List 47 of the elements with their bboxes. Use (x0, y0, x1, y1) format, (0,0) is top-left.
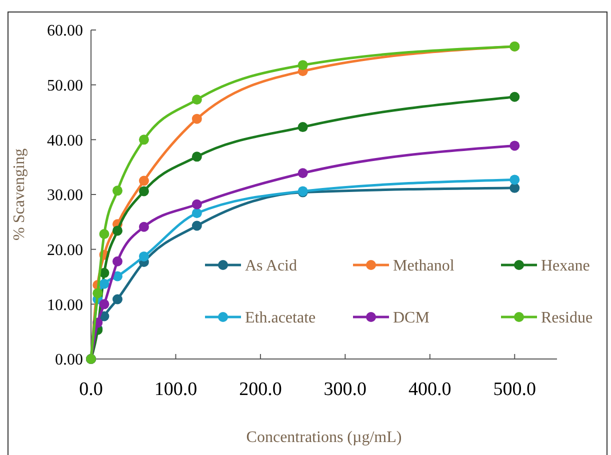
point (138, 186, 149, 196)
point (192, 114, 202, 124)
point (192, 152, 202, 162)
legend-label: Methanol (393, 258, 455, 275)
point (510, 174, 520, 185)
y-axis-title: % Scavenging (11, 148, 28, 240)
point (192, 94, 202, 105)
point (192, 208, 202, 218)
point (99, 299, 110, 310)
x-tick-label: 100.0 (154, 379, 198, 400)
y-tick-label: 50.00 (47, 77, 83, 94)
x-tick-label: 200.0 (239, 379, 282, 400)
point (138, 222, 149, 232)
x-tick-label: 500.0 (493, 379, 536, 400)
point (298, 122, 308, 132)
point (112, 226, 122, 236)
point (510, 92, 520, 102)
point (99, 228, 110, 239)
point (510, 182, 520, 193)
legend-label: Hexane (541, 258, 590, 275)
x-tick-label: 0.0 (79, 379, 103, 400)
point (112, 256, 122, 266)
point (99, 278, 110, 289)
y-tick-label: 60.00 (47, 22, 83, 40)
y-tick-label: 30.00 (47, 187, 83, 204)
legend-label: As Acid (245, 258, 297, 275)
y-tick-label: 40.00 (47, 132, 83, 150)
x-tick-label: 300.0 (324, 379, 367, 400)
point (192, 199, 202, 210)
point (138, 134, 149, 145)
point (92, 288, 103, 298)
point (298, 168, 308, 178)
point (138, 251, 149, 262)
y-tick-label: 0.00 (55, 352, 83, 369)
legend-label: Eth.acetate (245, 310, 316, 327)
legend-label: DCM (393, 310, 430, 327)
point (112, 186, 122, 196)
y-tick-label: 10.00 (47, 296, 83, 314)
y-tick-label: 20.00 (47, 242, 83, 259)
x-tick-label: 400.0 (408, 379, 452, 400)
point (510, 140, 520, 151)
x-axis-title: Concentrations (µg/mL) (246, 429, 402, 446)
point (192, 220, 202, 231)
legend-label: Residue (541, 310, 593, 327)
point (138, 176, 149, 186)
point (298, 60, 308, 70)
point (112, 294, 122, 304)
